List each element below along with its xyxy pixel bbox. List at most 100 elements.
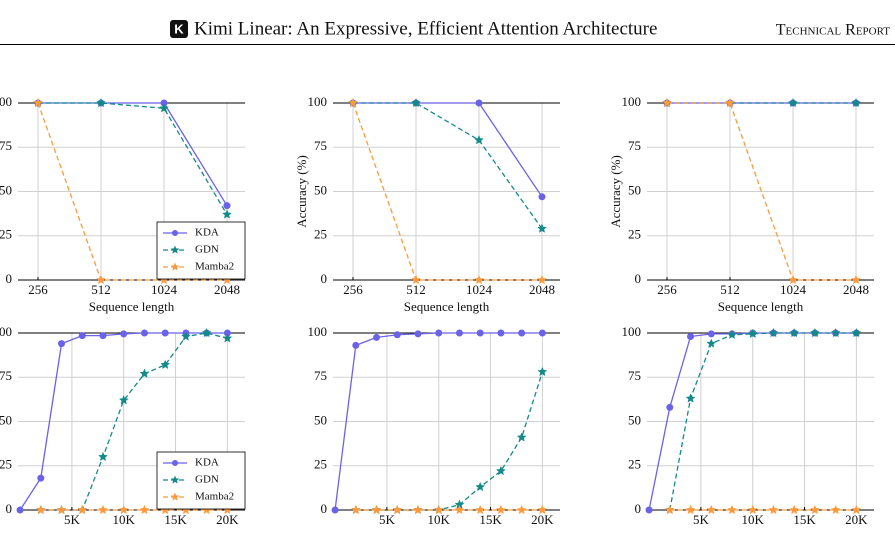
point [830,504,841,515]
legend-label: GDN [195,244,219,256]
legend-label: Mamba2 [195,261,234,273]
legend-marker [170,475,180,484]
point [685,504,696,515]
y-axis-label: Accuracy (%) [608,155,623,228]
point [118,504,129,515]
y-tick-label: 100 [622,324,642,339]
series-line [38,102,228,215]
point [411,97,421,108]
y-tick-label: 75 [0,368,12,383]
x-tick-label: 512 [91,282,111,297]
x-tick-label: 15K [479,512,502,527]
point [474,274,484,285]
y-axis-label: Accuracy (%) [294,155,309,228]
x-tick-label: 5K [693,512,710,527]
point [139,368,150,378]
legend-marker [170,245,180,254]
point [789,504,800,515]
y-tick-label: 25 [628,227,641,242]
point [851,504,862,515]
point [768,504,779,515]
legend-marker [172,230,178,236]
y-tick-label: 50 [0,182,12,197]
y-tick-label: 50 [0,412,12,427]
point [537,504,548,515]
point [789,327,800,338]
point [159,103,169,113]
point [475,481,486,492]
point [788,274,798,285]
x-tick-label: 5K [64,512,81,527]
x-tick-label: 15K [793,512,816,527]
point [662,97,672,108]
point [140,329,148,337]
series-line [669,332,857,511]
point [37,474,45,482]
point [371,504,382,515]
x-tick-label: 10K [113,512,136,527]
point [331,506,339,514]
point [35,504,46,515]
x-tick-label: 1024 [151,282,178,297]
point [537,274,547,285]
point [537,366,548,377]
x-tick-label: 20K [845,512,868,527]
x-axis-label: Sequence length [89,299,175,314]
point [747,328,758,339]
y-tick-label: 50 [314,182,327,197]
x-tick-label: 512 [720,282,740,297]
series-line [353,102,543,230]
point [727,504,737,515]
header-title: Kimi Linear: An Expressive, Efficient At… [194,18,657,39]
point [810,327,820,338]
series-line [40,332,228,511]
y-tick-label: 25 [628,457,641,472]
y-tick-label: 50 [628,412,641,427]
point [537,223,547,233]
point [851,274,861,285]
x-tick-label: 1024 [780,282,807,297]
series-line [37,102,227,281]
point [454,504,465,515]
x-tick-label: 256 [657,282,677,297]
point [16,506,24,514]
point [139,504,150,515]
point [393,331,401,339]
point [455,329,463,337]
point [706,504,717,515]
x-tick-label: 10K [742,512,765,527]
x-tick-label: 1024 [466,282,493,297]
x-tick-label: 5K [379,512,396,527]
x-tick-label: 2048 [843,282,869,297]
point [348,97,358,108]
legend-marker [172,460,178,466]
y-tick-label: 75 [0,138,12,153]
point [373,333,381,341]
y-tick-label: 75 [314,138,327,153]
point [788,97,798,108]
point [411,274,421,285]
series-line [667,102,856,281]
point [727,329,737,339]
y-tick-label: 0 [635,501,642,516]
logo [170,20,188,38]
x-tick-label: 10K [428,512,451,527]
y-tick-label: 50 [314,412,327,427]
point [851,97,861,108]
point [685,393,696,403]
point [433,504,444,515]
x-tick-label: 20K [531,512,554,527]
x-tick-label: 20K [216,512,239,527]
series-line [38,102,228,206]
point [58,340,66,348]
point [768,327,779,338]
point [223,202,231,210]
y-tick-label: 25 [314,227,327,242]
point [851,327,862,338]
legend-label: KDA [195,227,219,239]
point [392,504,403,515]
point [645,506,653,514]
point [161,329,169,337]
point [222,333,233,343]
y-tick-label: 75 [628,138,641,153]
